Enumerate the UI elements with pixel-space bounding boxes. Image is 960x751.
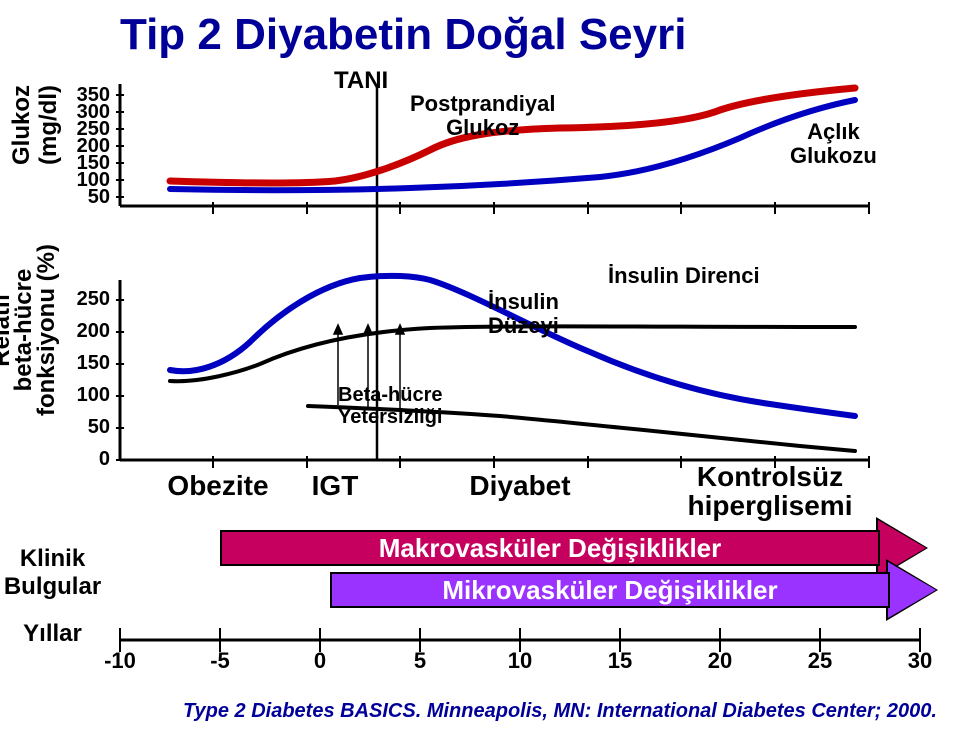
x-tick-30: 30 bbox=[895, 648, 945, 674]
tani-label: TANI bbox=[334, 68, 388, 94]
annot-insulin-level: İnsulinDüzeyi bbox=[488, 290, 559, 338]
annot-fasting-text: AçlıkGlukozu bbox=[790, 119, 877, 168]
annot-postprandial: PostprandiyalGlukoz bbox=[410, 92, 555, 140]
stage-igt: IGT bbox=[300, 470, 370, 502]
yillar-label: Yıllar bbox=[0, 620, 105, 648]
annot-beta-text: Beta-hücreYetersizliği bbox=[338, 384, 443, 428]
x-tick-5: 5 bbox=[395, 648, 445, 674]
annot-fasting: AçlıkGlukozu bbox=[790, 120, 877, 168]
x-tick-10: 10 bbox=[495, 648, 545, 674]
x-tick-20: 20 bbox=[695, 648, 745, 674]
x-tick--10: -10 bbox=[95, 648, 145, 674]
annot-postprandial-text: PostprandiyalGlukoz bbox=[410, 91, 555, 140]
stage-diyabet: Diyabet bbox=[450, 470, 590, 502]
micro-bar: Mikrovasküler Değişiklikler bbox=[330, 572, 890, 608]
x-tick-15: 15 bbox=[595, 648, 645, 674]
stage-hiperglisemi: Kontrolsüzhiperglisemi bbox=[660, 462, 880, 521]
klinik-label: KlinikBulgular bbox=[0, 545, 105, 600]
annot-insulin-level-text: İnsulinDüzeyi bbox=[488, 289, 559, 338]
annot-beta: Beta-hücreYetersizliği bbox=[338, 384, 443, 428]
stage-obezite: Obezite bbox=[148, 470, 288, 502]
x-tick-0: 0 bbox=[295, 648, 345, 674]
micro-arrow bbox=[888, 562, 936, 618]
x-tick-25: 25 bbox=[795, 648, 845, 674]
annot-insulin-resistance: İnsulin Direnci bbox=[608, 264, 760, 288]
x-tick--5: -5 bbox=[195, 648, 245, 674]
citation: Type 2 Diabetes BASICS. Minneapolis, MN:… bbox=[160, 700, 960, 723]
macro-bar: Makrovasküler Değişiklikler bbox=[220, 530, 880, 566]
